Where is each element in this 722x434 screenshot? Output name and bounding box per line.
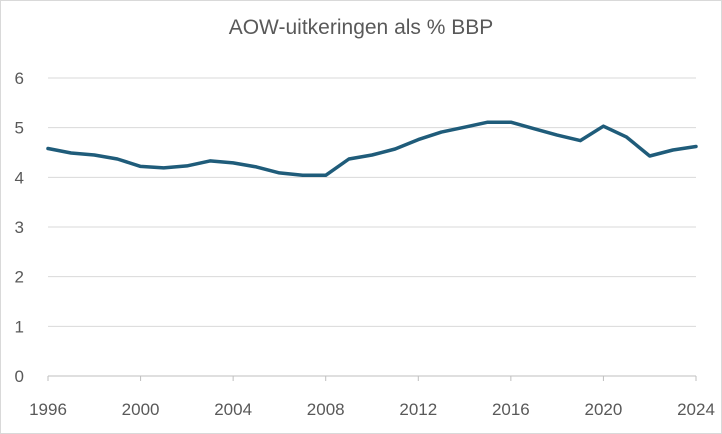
y-tick-label: 2: [15, 268, 24, 287]
y-tick-label: 3: [15, 218, 24, 237]
x-tick-label: 2012: [399, 400, 437, 419]
x-tick-label: 2004: [214, 400, 252, 419]
y-tick-label: 6: [15, 69, 24, 88]
series-line: [46, 120, 698, 178]
chart-title: AOW-uitkeringen als % BBP: [228, 16, 494, 39]
x-tick-label: 2016: [492, 400, 530, 419]
y-tick-label: 0: [15, 367, 24, 386]
x-tick-label: 2024: [677, 400, 715, 419]
y-tick-label: 1: [15, 317, 24, 336]
y-tick-label: 5: [15, 119, 24, 138]
x-tick-label: 1996: [29, 400, 67, 419]
y-tick-label: 4: [15, 168, 24, 187]
x-tick-label: 2008: [307, 400, 345, 419]
x-tick-label: 2000: [122, 400, 160, 419]
x-tick-label: 2020: [585, 400, 623, 419]
